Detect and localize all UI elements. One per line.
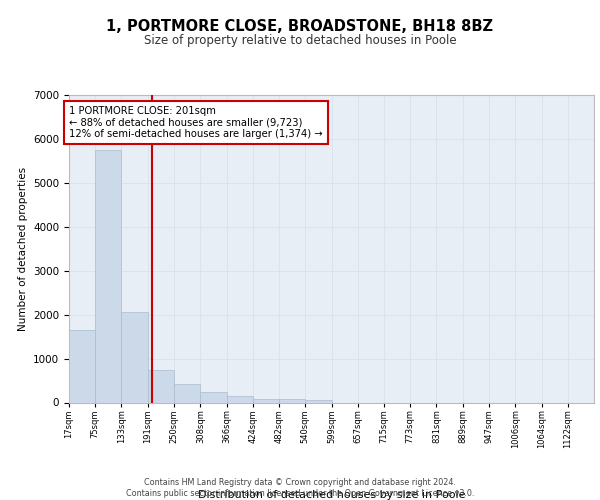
Bar: [69, 330, 95, 402]
Bar: [279, 400, 305, 402]
Bar: [148, 370, 174, 402]
Text: Size of property relative to detached houses in Poole: Size of property relative to detached ho…: [143, 34, 457, 47]
Y-axis label: Number of detached properties: Number of detached properties: [17, 166, 28, 331]
Bar: [200, 392, 227, 402]
Bar: [121, 312, 148, 402]
Bar: [305, 400, 332, 402]
Text: 1, PORTMORE CLOSE, BROADSTONE, BH18 8BZ: 1, PORTMORE CLOSE, BROADSTONE, BH18 8BZ: [107, 19, 493, 34]
Text: Contains HM Land Registry data © Crown copyright and database right 2024.
Contai: Contains HM Land Registry data © Crown c…: [126, 478, 474, 498]
Bar: [227, 396, 253, 402]
Bar: [253, 399, 279, 402]
Text: 1 PORTMORE CLOSE: 201sqm
← 88% of detached houses are smaller (9,723)
12% of sem: 1 PORTMORE CLOSE: 201sqm ← 88% of detach…: [69, 106, 323, 139]
X-axis label: Distribution of detached houses by size in Poole: Distribution of detached houses by size …: [198, 490, 465, 500]
Bar: [95, 150, 121, 403]
Bar: [174, 384, 200, 402]
